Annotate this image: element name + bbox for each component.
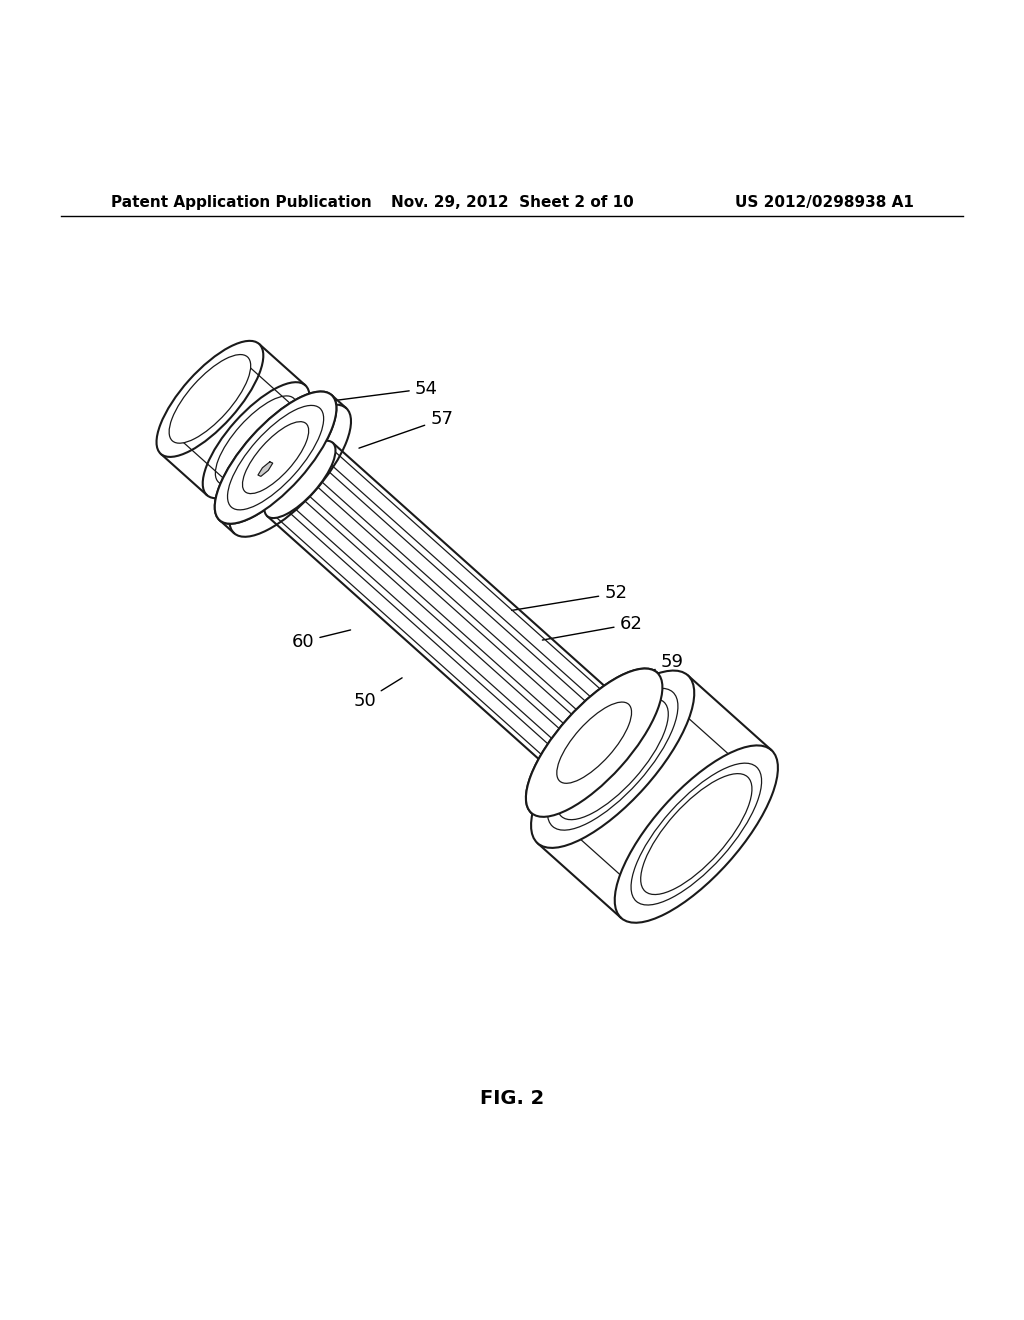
Ellipse shape xyxy=(545,685,681,833)
Text: 50: 50 xyxy=(353,678,402,710)
Ellipse shape xyxy=(531,671,694,847)
Ellipse shape xyxy=(215,392,337,524)
Ellipse shape xyxy=(203,383,309,498)
Text: 52: 52 xyxy=(512,585,627,610)
Text: 59: 59 xyxy=(606,653,683,690)
Text: US 2012/0298938 A1: US 2012/0298938 A1 xyxy=(734,195,913,210)
Ellipse shape xyxy=(227,405,324,510)
Ellipse shape xyxy=(549,696,621,772)
Polygon shape xyxy=(258,462,272,477)
Text: FIG. 2: FIG. 2 xyxy=(480,1089,544,1107)
Ellipse shape xyxy=(614,746,778,923)
Text: 62: 62 xyxy=(543,615,642,640)
Ellipse shape xyxy=(526,668,663,817)
Ellipse shape xyxy=(229,405,351,537)
Ellipse shape xyxy=(215,392,337,524)
Ellipse shape xyxy=(174,359,246,438)
Text: Patent Application Publication: Patent Application Publication xyxy=(111,195,372,210)
Ellipse shape xyxy=(215,396,297,484)
Ellipse shape xyxy=(264,441,336,517)
Ellipse shape xyxy=(157,341,263,457)
Ellipse shape xyxy=(243,421,308,494)
Ellipse shape xyxy=(554,696,672,824)
Ellipse shape xyxy=(641,774,752,895)
Ellipse shape xyxy=(227,405,324,510)
Ellipse shape xyxy=(557,698,669,820)
Text: 57: 57 xyxy=(359,411,453,449)
Ellipse shape xyxy=(243,421,308,494)
Ellipse shape xyxy=(631,763,762,906)
Ellipse shape xyxy=(557,702,632,783)
Text: 60: 60 xyxy=(292,630,350,651)
Text: 56: 56 xyxy=(632,684,686,711)
Ellipse shape xyxy=(526,668,663,817)
Text: 54: 54 xyxy=(295,380,437,405)
Text: Nov. 29, 2012  Sheet 2 of 10: Nov. 29, 2012 Sheet 2 of 10 xyxy=(390,195,634,210)
Ellipse shape xyxy=(169,355,251,444)
Ellipse shape xyxy=(557,702,632,783)
Ellipse shape xyxy=(548,688,678,830)
